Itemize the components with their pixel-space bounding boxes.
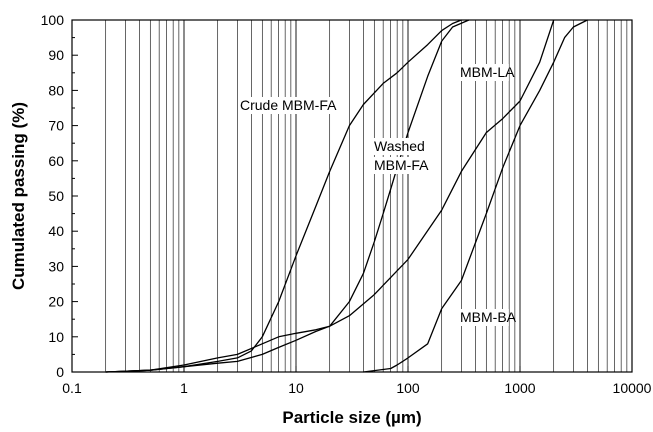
y-tick-label: 0: [56, 364, 64, 380]
x-tick-label: 100: [396, 380, 420, 396]
y-axis-title: Cumulated passing (%): [9, 102, 28, 290]
series-line: [363, 19, 588, 373]
series-lines: [105, 19, 588, 373]
curve-annotation-label: MBM-FA: [374, 157, 429, 173]
x-axis-title: Particle size (µm): [282, 408, 421, 427]
curve-annotation-label: MBM-LA: [460, 64, 515, 80]
y-tick-label: 40: [48, 223, 64, 239]
y-tick-label: 50: [48, 188, 64, 204]
annotation-background: [372, 157, 423, 174]
y-tick-label: 10: [48, 329, 64, 345]
y-tick-label: 70: [48, 118, 64, 134]
y-tick-label: 100: [41, 12, 65, 28]
y-tick-label: 80: [48, 82, 64, 98]
y-tick-label: 30: [48, 258, 64, 274]
y-tick-label: 60: [48, 153, 64, 169]
series-line: [105, 19, 555, 373]
series-line: [105, 19, 462, 373]
curve-annotation-label: MBM-BA: [460, 309, 517, 325]
x-tick-label: 1: [180, 380, 188, 396]
x-tick-label: 1000: [504, 380, 535, 396]
annotation-background: [372, 138, 423, 155]
annotation-background: [458, 64, 509, 81]
annotation-background: [458, 309, 509, 326]
curve-annotations: Crude MBM-FA Washed MBM-FA MBM-LA MBM-BA: [238, 64, 517, 326]
y-tick-label: 20: [48, 294, 64, 310]
x-tick-label: 10: [288, 380, 304, 396]
y-tick-labels: 0 10 20 30 40 50 60 70 80 90 100: [41, 12, 65, 380]
x-tick-labels: 0.1 1 10 100 1000 10000: [62, 380, 651, 396]
y-tick-label: 90: [48, 47, 64, 63]
grid-lines: [105, 20, 628, 372]
annotation-background: [238, 97, 336, 114]
curve-annotation-label: Washed: [374, 138, 425, 154]
x-tick-label: 10000: [613, 380, 652, 396]
x-tick-label: 0.1: [62, 380, 82, 396]
series-line: [105, 19, 470, 373]
curve-annotation-label: Crude MBM-FA: [240, 97, 337, 113]
